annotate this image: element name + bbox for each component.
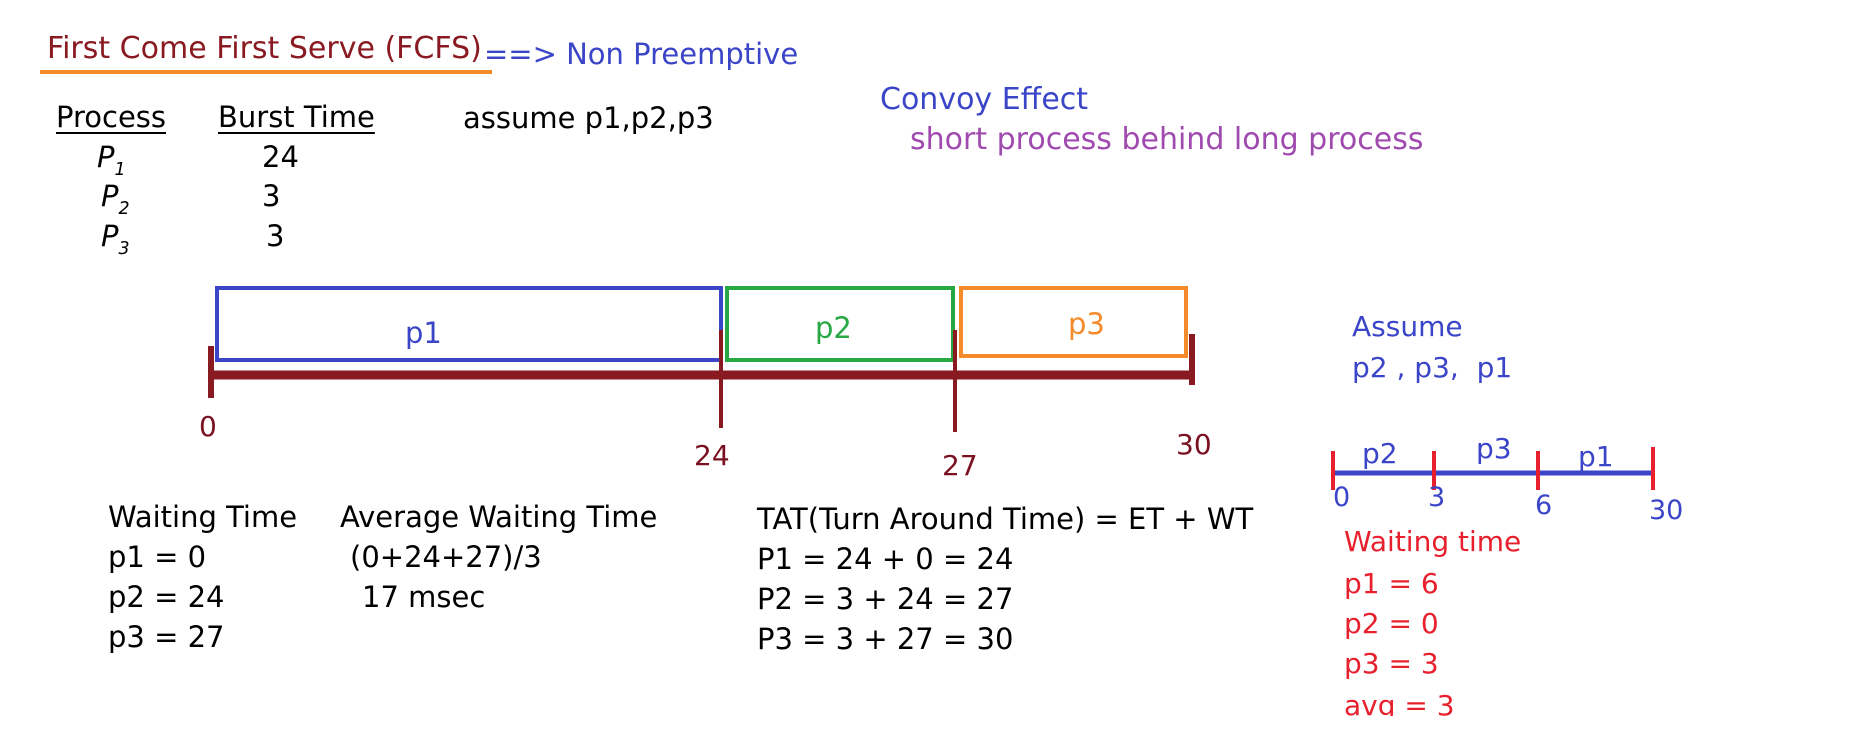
tat-p3: P3 = 3 + 27 = 30 [757,622,1014,656]
alt-assume-heading: Assume [1352,310,1463,343]
alt-waiting-p2: p2 = 0 [1344,607,1439,640]
page-title: First Come First Serve (FCFS) [47,31,482,66]
assume-order-note: assume p1,p2,p3 [463,101,714,135]
average-waiting-heading: Average Waiting Time [340,500,658,534]
convoy-description: short process behind long process [910,122,1424,157]
alt-tick-label-3: 3 [1428,482,1446,513]
process-row-p2: P2 [101,179,130,219]
alt-segment-p1: p1 [1578,440,1614,473]
gantt-tick-label-24: 24 [694,439,730,472]
gantt-label-p1: p1 [405,316,442,350]
process-header: Process [56,100,167,134]
average-waiting-result: 17 msec [362,580,486,614]
tat-p2: P2 = 3 + 24 = 27 [757,582,1014,616]
waiting-time-p3: p3 = 27 [108,620,225,654]
average-waiting-formula: (0+24+27)/3 [350,540,542,574]
gantt-tick-label-30: 30 [1176,428,1212,461]
gantt-bar-p2 [725,286,955,362]
alt-segment-p3: p3 [1476,432,1512,465]
alt-waiting-p1: p1 = 6 [1344,567,1439,600]
alt-segment-p2: p2 [1362,437,1398,470]
gantt-label-p2: p2 [815,311,852,345]
tat-heading: TAT(Turn Around Time) = ET + WT [757,502,1254,536]
title-non-preemptive: ==> Non Preemptive [484,37,799,71]
convoy-heading: Convoy Effect [880,82,1089,117]
burst-p3: 3 [266,219,285,253]
process-row-p3: P3 [101,219,130,259]
waiting-time-heading: Waiting Time [108,500,298,534]
gantt-tick-label-27: 27 [942,449,978,482]
gantt-bar-p1 [215,286,723,362]
alt-waiting-p3: p3 = 3 [1344,647,1439,680]
burst-time-header: Burst Time [218,100,375,134]
alt-tick-label-30: 30 [1649,495,1684,526]
alt-assume-order: p2 , p3, p1 [1352,351,1513,384]
gantt-bar-p3 [959,286,1188,358]
waiting-time-p2: p2 = 24 [108,580,225,614]
alt-waiting-avg: avg = 3 [1344,690,1455,716]
process-row-p1: P1 [97,140,126,180]
tat-p1: P1 = 24 + 0 = 24 [757,542,1014,576]
gantt-tick-label-0: 0 [199,410,217,443]
burst-p1: 24 [262,140,299,174]
alt-tick-label-6: 6 [1535,490,1553,521]
alt-tick-label-0: 0 [1333,482,1351,513]
burst-p2: 3 [262,179,281,213]
alt-waiting-heading: Waiting time [1344,525,1522,558]
gantt-label-p3: p3 [1068,307,1105,341]
waiting-time-p1: p1 = 0 [108,540,207,574]
